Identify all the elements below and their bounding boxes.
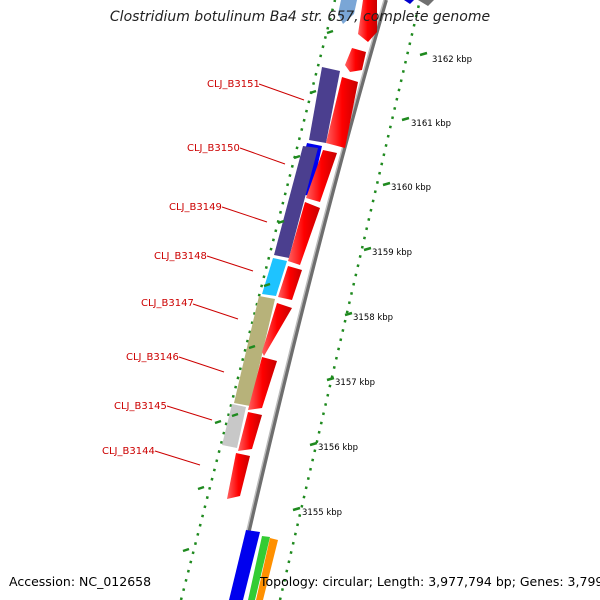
kbp-ruler-tick (326, 376, 335, 382)
gene-label-b3146: CLJ_B3146 (126, 352, 179, 363)
gene-label-b3147: CLJ_B3147 (141, 298, 194, 309)
gene-label-b3149: CLJ_B3149 (169, 202, 222, 213)
kbp-label-3157: 3157 kbp (335, 378, 375, 388)
cds-arrow-b3149 (288, 202, 320, 265)
outer-ruler-tick (263, 282, 271, 288)
gene-label-leader (178, 356, 225, 373)
gene-label-leader (206, 255, 254, 272)
kbp-ruler-tick (292, 506, 301, 512)
gene-label-b3148: CLJ_B3148 (154, 251, 207, 262)
gene-label-b3145: CLJ_B3145 (114, 401, 167, 412)
accession-text: Accession: NC_012658 (9, 574, 152, 589)
kbp-ruler-tick (309, 441, 318, 447)
gene-label-leader (192, 303, 239, 320)
gene-label-leader (221, 206, 268, 223)
outer-ruler-tick (231, 412, 239, 418)
bottom-gene-fragment-blue (229, 530, 260, 600)
cds-arrow-b3151 (326, 77, 358, 148)
cog-block-purple-b3151 (309, 67, 340, 143)
kbp-labels: 3162 kbp 3161 kbp 3160 kbp 3159 kbp 3158… (302, 55, 472, 518)
kbp-ruler-tick (344, 311, 353, 317)
cog-block-olive-b3147 (234, 296, 275, 406)
cds-arrow-b3147 (262, 303, 292, 356)
top-gene-fragment-navy (404, 0, 414, 4)
genome-backbone (231, 0, 388, 600)
gene-label-b3144: CLJ_B3144 (102, 446, 155, 457)
kbp-ruler-tick (401, 116, 410, 122)
gene-label-b3150: CLJ_B3150 (187, 143, 240, 154)
map-title: Clostridium botulinum Ba4 str. 657, comp… (109, 9, 491, 25)
cds-arrow-b3145 (238, 412, 262, 451)
topology-text: Topology: circular; Length: 3,977,794 bp… (260, 574, 600, 589)
outer-ruler-tick (293, 154, 301, 160)
kbp-label-3155: 3155 kbp (302, 508, 342, 518)
outer-ruler-tick (197, 485, 205, 491)
outer-ruler-tick (309, 89, 317, 95)
genome-backbone-highlight (230, 0, 385, 600)
gene-label-leader (166, 405, 213, 421)
gene-label-leader (258, 83, 305, 101)
gene-label-b3151: CLJ_B3151 (207, 79, 260, 90)
kbp-label-3158: 3158 kbp (353, 313, 393, 323)
cds-arrow-b3148 (278, 266, 302, 300)
gene-label-leader (154, 450, 201, 466)
outer-ruler-tick (182, 547, 190, 553)
kbp-ruler-tick (419, 51, 428, 57)
small-red-gene (345, 48, 366, 72)
outer-ruler-ticks (182, 29, 334, 553)
kbp-label-3162: 3162 kbp (432, 55, 472, 65)
cds-arrow-b3146 (248, 357, 277, 410)
outer-ruler-tick (248, 344, 256, 350)
cds-arrow-b3150 (306, 150, 337, 202)
gene-labels: CLJ_B3151 CLJ_B3150 CLJ_B3149 CLJ_B3148 … (102, 79, 260, 457)
kbp-ruler-tick (382, 181, 391, 187)
top-gene-fragment-gray (418, 0, 434, 6)
kbp-ruler-dotted (278, 0, 422, 600)
cog-block-purple-b3149 (274, 146, 318, 258)
top-gene-fragment-blue (338, 0, 357, 24)
kbp-ruler-ticks (292, 51, 428, 512)
kbp-ruler-tick (363, 246, 372, 252)
gene-label-leaders (154, 83, 305, 466)
kbp-label-3156: 3156 kbp (318, 443, 358, 453)
outer-ruler-tick (326, 29, 334, 35)
kbp-label-3160: 3160 kbp (391, 183, 431, 193)
cds-arrow-b3144 (227, 453, 250, 499)
bottom-gene-fragment-orange (256, 538, 278, 600)
gene-label-leader (239, 147, 286, 165)
bottom-gene-fragment-green (248, 536, 270, 600)
outer-ruler-tick (277, 219, 285, 225)
kbp-label-3159: 3159 kbp (372, 248, 412, 258)
cog-block-gray-b3145 (222, 404, 246, 448)
top-gene-fragment-red (358, 0, 377, 42)
cog-block-cyan-b3148 (262, 258, 287, 296)
kbp-label-3161: 3161 kbp (411, 119, 451, 129)
outer-ruler-tick (214, 419, 222, 425)
